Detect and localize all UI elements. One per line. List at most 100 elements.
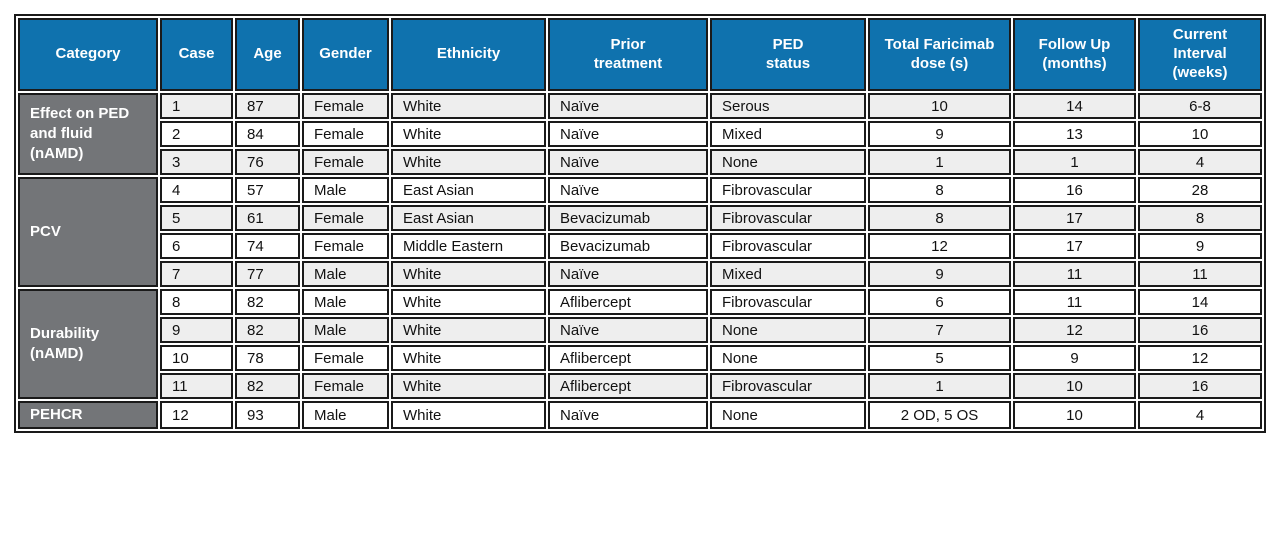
cell-ethnicity: White — [391, 289, 546, 315]
cell-interval: 12 — [1138, 345, 1262, 371]
cell-case: 7 — [160, 261, 233, 287]
cell-ped-status: Fibrovascular — [710, 289, 866, 315]
cell-age: 84 — [235, 121, 300, 147]
cell-dose: 7 — [868, 317, 1011, 343]
cell-follow-up: 10 — [1013, 401, 1136, 430]
cell-follow-up: 17 — [1013, 233, 1136, 259]
cell-age: 57 — [235, 177, 300, 203]
cell-case: 3 — [160, 149, 233, 175]
cell-prior-treatment: Bevacizumab — [548, 205, 708, 231]
category-cell-pcv: PCV — [18, 177, 158, 287]
table-body: Effect on PED and fluid (nAMD) 1 87 Fema… — [18, 93, 1262, 430]
cell-gender: Female — [302, 205, 389, 231]
cell-follow-up: 10 — [1013, 373, 1136, 399]
cell-ethnicity: White — [391, 401, 546, 430]
cell-interval: 11 — [1138, 261, 1262, 287]
cell-interval: 4 — [1138, 149, 1262, 175]
table-row: 2 84 Female White Naïve Mixed 9 13 10 — [18, 121, 1262, 147]
cell-age: 74 — [235, 233, 300, 259]
cell-dose: 1 — [868, 149, 1011, 175]
cell-interval: 28 — [1138, 177, 1262, 203]
cell-age: 93 — [235, 401, 300, 430]
cell-gender: Female — [302, 121, 389, 147]
cell-ethnicity: White — [391, 317, 546, 343]
cell-ethnicity: White — [391, 373, 546, 399]
category-cell-durability: Durability (nAMD) — [18, 289, 158, 399]
col-header-total-faricimab-dose: Total Faricimab dose (s) — [868, 18, 1011, 91]
cell-ethnicity: White — [391, 121, 546, 147]
cell-dose: 10 — [868, 93, 1011, 119]
cell-gender: Female — [302, 93, 389, 119]
cell-prior-treatment: Naïve — [548, 177, 708, 203]
cell-ped-status: Fibrovascular — [710, 373, 866, 399]
cell-prior-treatment: Naïve — [548, 149, 708, 175]
cell-age: 82 — [235, 317, 300, 343]
cell-ethnicity: East Asian — [391, 205, 546, 231]
cell-dose: 9 — [868, 261, 1011, 287]
cell-dose: 2 OD, 5 OS — [868, 401, 1011, 430]
cell-dose: 6 — [868, 289, 1011, 315]
cell-ethnicity: East Asian — [391, 177, 546, 203]
cell-case: 8 — [160, 289, 233, 315]
cell-dose: 1 — [868, 373, 1011, 399]
table-row: 6 74 Female Middle Eastern Bevacizumab F… — [18, 233, 1262, 259]
cell-case: 6 — [160, 233, 233, 259]
cell-ped-status: Fibrovascular — [710, 177, 866, 203]
col-header-current-interval: Current Interval (weeks) — [1138, 18, 1262, 91]
cell-follow-up: 9 — [1013, 345, 1136, 371]
cell-ethnicity: White — [391, 261, 546, 287]
cell-dose: 5 — [868, 345, 1011, 371]
cell-gender: Female — [302, 233, 389, 259]
cell-gender: Male — [302, 317, 389, 343]
cell-follow-up: 1 — [1013, 149, 1136, 175]
table-row: 11 82 Female White Aflibercept Fibrovasc… — [18, 373, 1262, 399]
cell-age: 61 — [235, 205, 300, 231]
cell-ped-status: Fibrovascular — [710, 233, 866, 259]
table-row: 10 78 Female White Aflibercept None 5 9 … — [18, 345, 1262, 371]
cell-ethnicity: White — [391, 149, 546, 175]
cell-follow-up: 16 — [1013, 177, 1136, 203]
col-header-gender: Gender — [302, 18, 389, 91]
cell-prior-treatment: Aflibercept — [548, 373, 708, 399]
cell-follow-up: 13 — [1013, 121, 1136, 147]
cell-interval: 6-8 — [1138, 93, 1262, 119]
cell-gender: Male — [302, 289, 389, 315]
table-row: 9 82 Male White Naïve None 7 12 16 — [18, 317, 1262, 343]
cell-age: 76 — [235, 149, 300, 175]
cell-dose: 8 — [868, 205, 1011, 231]
cell-interval: 16 — [1138, 373, 1262, 399]
table-row: 3 76 Female White Naïve None 1 1 4 — [18, 149, 1262, 175]
cell-ethnicity: Middle Eastern — [391, 233, 546, 259]
cell-ped-status: Fibrovascular — [710, 205, 866, 231]
cell-interval: 10 — [1138, 121, 1262, 147]
cell-interval: 16 — [1138, 317, 1262, 343]
col-header-ethnicity: Ethnicity — [391, 18, 546, 91]
cell-ped-status: None — [710, 149, 866, 175]
cell-case: 2 — [160, 121, 233, 147]
cell-case: 5 — [160, 205, 233, 231]
category-cell-pehcr: PEHCR — [18, 401, 158, 430]
cell-interval: 4 — [1138, 401, 1262, 430]
col-header-ped-status: PED status — [710, 18, 866, 91]
cell-prior-treatment: Naïve — [548, 401, 708, 430]
cell-ped-status: None — [710, 345, 866, 371]
cell-gender: Male — [302, 177, 389, 203]
col-header-case: Case — [160, 18, 233, 91]
cell-follow-up: 17 — [1013, 205, 1136, 231]
table-row: 7 77 Male White Naïve Mixed 9 11 11 — [18, 261, 1262, 287]
cell-follow-up: 12 — [1013, 317, 1136, 343]
cell-gender: Female — [302, 373, 389, 399]
col-header-age: Age — [235, 18, 300, 91]
cell-prior-treatment: Naïve — [548, 93, 708, 119]
cell-case: 1 — [160, 93, 233, 119]
col-header-category: Category — [18, 18, 158, 91]
cell-case: 9 — [160, 317, 233, 343]
cell-dose: 9 — [868, 121, 1011, 147]
table-row: 5 61 Female East Asian Bevacizumab Fibro… — [18, 205, 1262, 231]
category-cell-effect-on-ped: Effect on PED and fluid (nAMD) — [18, 93, 158, 175]
cell-ped-status: None — [710, 317, 866, 343]
cell-gender: Female — [302, 345, 389, 371]
col-header-prior-treatment: Prior treatment — [548, 18, 708, 91]
cell-prior-treatment: Naïve — [548, 261, 708, 287]
cell-case: 4 — [160, 177, 233, 203]
